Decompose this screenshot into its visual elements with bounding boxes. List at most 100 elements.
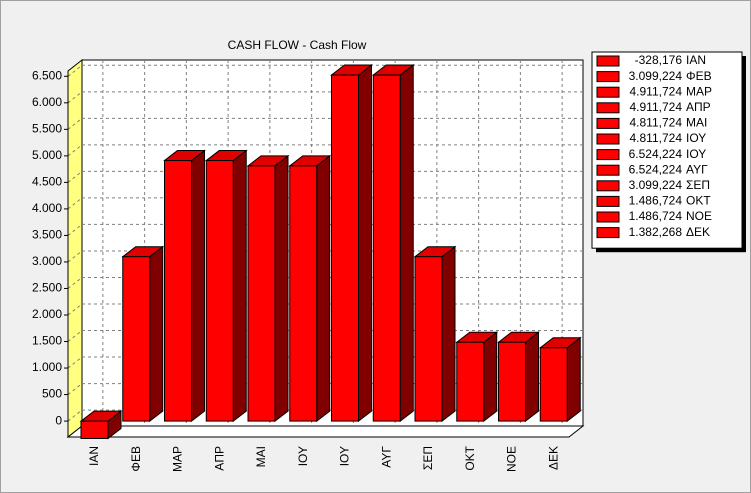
legend-label: ΜΑΙ <box>686 116 707 130</box>
grid-line <box>67 356 83 369</box>
legend-value: 1.486,724 <box>629 209 683 223</box>
grid-line <box>67 409 83 422</box>
bar <box>414 256 443 422</box>
legend-value: 4.811,724 <box>630 131 683 145</box>
y-tick-label: 6.500 <box>32 68 62 82</box>
y-tick-label: 6.000 <box>32 95 62 109</box>
legend-swatch <box>596 164 620 176</box>
legend-label: ΙΟΥ <box>686 147 706 161</box>
bar-side <box>525 331 539 423</box>
y-tick-label: 3.500 <box>32 228 62 242</box>
legend-label: ΑΠΡ <box>686 100 711 114</box>
bar-side <box>399 64 414 423</box>
y-tick-label: 0 <box>55 413 62 427</box>
y-tick-label: 3.000 <box>32 254 62 268</box>
x-tick-label: ΜΑΙ <box>254 446 268 467</box>
legend-value: 4.911,724 <box>630 100 683 114</box>
y-tick-label: 5.000 <box>32 148 62 162</box>
bar <box>456 341 485 422</box>
legend-swatch <box>596 86 620 98</box>
bar <box>164 160 192 422</box>
legend-label: ΝΟΕ <box>686 209 712 223</box>
legend-value: -328,176 <box>635 53 683 67</box>
grid-line <box>67 117 83 130</box>
legend-label: ΦΕΒ <box>686 69 712 83</box>
legend-label: ΙΟΥ <box>686 131 706 145</box>
bar <box>205 160 234 422</box>
legend-swatch <box>596 71 620 83</box>
bar-side <box>191 149 205 423</box>
grid-line <box>67 91 83 104</box>
legend-value: 1.486,724 <box>629 194 683 208</box>
legend-swatch <box>596 227 620 239</box>
grid-line <box>67 250 83 263</box>
bar <box>122 256 151 422</box>
bar-side <box>441 245 456 423</box>
x-tick-label: ΑΥΓ <box>379 446 393 468</box>
legend-value: 4.811,724 <box>630 116 683 130</box>
legend-value: 6.524,224 <box>629 147 683 161</box>
left-wall <box>67 58 83 439</box>
bar <box>539 347 568 422</box>
legend-label: ΟΚΤ <box>686 194 711 208</box>
x-tick-label: ΑΠΡ <box>212 446 226 471</box>
grid-line <box>67 277 83 289</box>
x-tick-label: ΣΕΠ <box>421 446 435 470</box>
legend-swatch <box>596 102 620 114</box>
x-tick-label: ΦΕΒ <box>129 446 143 472</box>
x-tick-label: ΟΚΤ <box>463 445 477 470</box>
bar-side <box>483 331 498 423</box>
legend-value: 6.524,224 <box>629 162 683 176</box>
chart-title: CASH FLOW - Cash Flow <box>228 38 367 52</box>
bar-side <box>274 154 289 423</box>
bar <box>331 74 359 422</box>
bar <box>247 165 276 422</box>
y-tick-label: 2.000 <box>32 307 62 321</box>
bar <box>80 420 109 439</box>
y-tick-label: 5.500 <box>32 122 62 136</box>
x-tick-label: ΝΟΕ <box>505 446 519 472</box>
legend-swatch <box>596 180 620 192</box>
y-tick-label: 500 <box>42 387 62 401</box>
bar-side <box>232 149 247 423</box>
y-tick-label: 4.500 <box>32 175 62 189</box>
legend-swatch <box>596 149 620 161</box>
legend-swatch <box>596 133 620 145</box>
legend-swatch <box>596 55 620 67</box>
bar <box>498 341 526 422</box>
x-tick-label: ΙΟΥ <box>296 446 310 466</box>
bar-side <box>358 64 372 423</box>
bar-side <box>566 336 581 423</box>
grid-line <box>67 224 83 236</box>
legend-label: ΑΥΓ <box>686 162 708 176</box>
y-tick-label: 1.000 <box>32 360 62 374</box>
legend-value: 3.099,224 <box>629 69 683 83</box>
y-tick-label: 1.500 <box>32 334 62 348</box>
floor <box>66 425 585 438</box>
bar-side <box>149 245 164 423</box>
legend-label: ΜΑΡ <box>686 84 712 98</box>
legend-label: ΔΕΚ <box>686 225 710 239</box>
y-tick-label: 2.500 <box>32 281 62 295</box>
grid-line <box>67 330 83 342</box>
legend-swatch <box>596 195 620 207</box>
grid-line <box>67 383 83 395</box>
grid-line <box>67 197 83 210</box>
y-tick-label: 4.000 <box>32 201 62 215</box>
x-tick-label: ΙΑΝ <box>87 446 101 466</box>
x-tick-label: ΜΑΡ <box>171 446 185 472</box>
legend-value: 4.911,724 <box>630 84 683 98</box>
x-tick-label: ΙΟΥ <box>338 446 352 466</box>
x-tick-label: ΔΕΚ <box>546 446 560 470</box>
grid-line <box>67 170 83 183</box>
bar <box>289 165 318 422</box>
legend-swatch <box>596 117 620 129</box>
legend-label: ΙΑΝ <box>686 53 706 67</box>
bar <box>372 74 401 422</box>
legend-swatch <box>596 211 620 223</box>
legend-label: ΣΕΠ <box>686 178 710 192</box>
legend-value: 1.382,268 <box>629 225 683 239</box>
legend-value: 3.099,224 <box>629 178 683 192</box>
grid-line <box>67 144 83 157</box>
